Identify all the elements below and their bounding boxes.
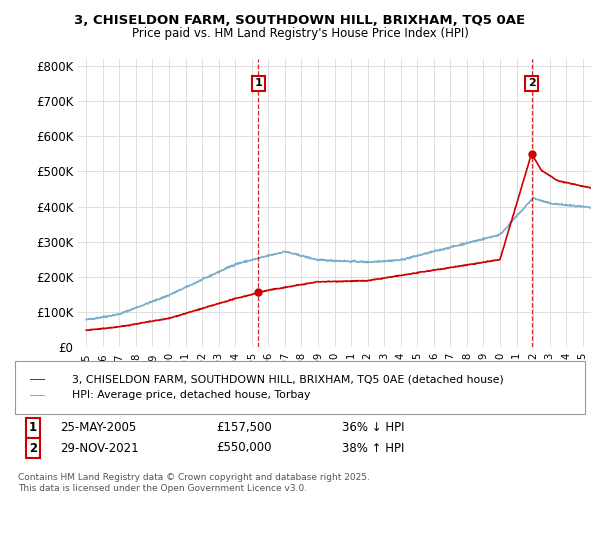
Text: 3, CHISELDON FARM, SOUTHDOWN HILL, BRIXHAM, TQ5 0AE: 3, CHISELDON FARM, SOUTHDOWN HILL, BRIXH… xyxy=(74,14,526,27)
Text: 2: 2 xyxy=(29,441,37,455)
Text: Contains HM Land Registry data © Crown copyright and database right 2025.
This d: Contains HM Land Registry data © Crown c… xyxy=(18,473,370,493)
Text: 2: 2 xyxy=(528,78,535,88)
Text: 3, CHISELDON FARM, SOUTHDOWN HILL, BRIXHAM, TQ5 0AE (detached house): 3, CHISELDON FARM, SOUTHDOWN HILL, BRIXH… xyxy=(72,375,504,385)
Text: £157,500: £157,500 xyxy=(216,421,272,435)
Text: 1: 1 xyxy=(254,78,262,88)
Text: £550,000: £550,000 xyxy=(216,441,271,455)
Text: 1: 1 xyxy=(29,421,37,435)
Text: ——: —— xyxy=(30,373,45,386)
Text: ——: —— xyxy=(30,389,45,402)
Text: 25-MAY-2005: 25-MAY-2005 xyxy=(60,421,136,435)
Text: 36% ↓ HPI: 36% ↓ HPI xyxy=(342,421,404,435)
Text: 29-NOV-2021: 29-NOV-2021 xyxy=(60,441,139,455)
Text: 38% ↑ HPI: 38% ↑ HPI xyxy=(342,441,404,455)
Text: Price paid vs. HM Land Registry's House Price Index (HPI): Price paid vs. HM Land Registry's House … xyxy=(131,27,469,40)
Text: HPI: Average price, detached house, Torbay: HPI: Average price, detached house, Torb… xyxy=(72,390,310,400)
